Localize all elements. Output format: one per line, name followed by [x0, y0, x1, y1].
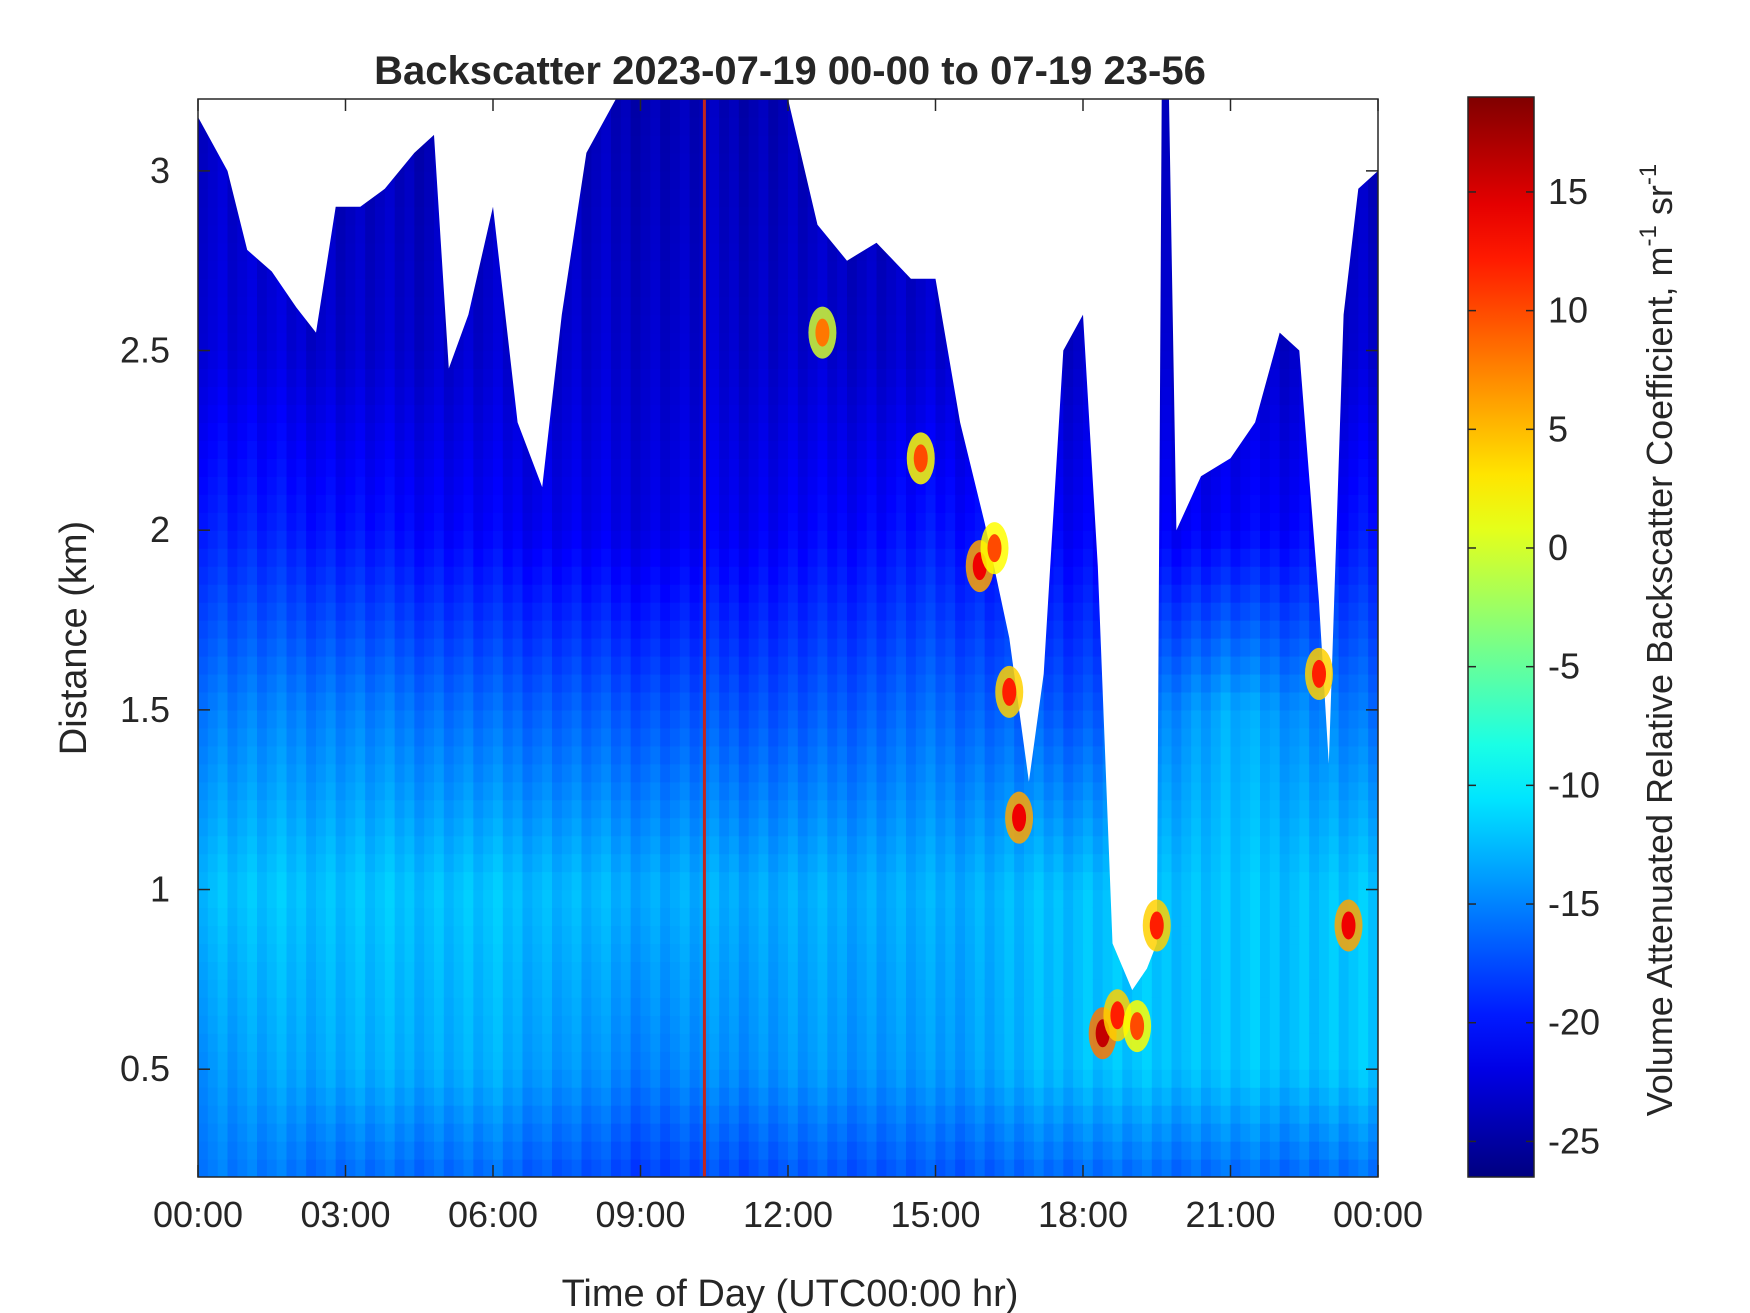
x-tick-label: 09:00	[595, 1194, 685, 1235]
chart-title: Backscatter 2023-07-19 00-00 to 07-19 23…	[374, 49, 1206, 93]
colorbar-tick-label: -15	[1548, 883, 1600, 924]
no-data-region	[198, 99, 1378, 991]
colorbar-tick-label: -5	[1548, 646, 1580, 687]
y-axis: 0.5 1 1.5 2 2.5 3	[120, 150, 1378, 1089]
y-tick-label: 3	[150, 150, 170, 191]
colorbar-tick-label: -10	[1548, 764, 1600, 805]
colorbar-label: Volume Attenuated Relative Backscatter C…	[1635, 164, 1680, 1117]
x-tick-label: 06:00	[448, 1194, 538, 1235]
x-tick-label: 03:00	[300, 1194, 390, 1235]
colorbar-label-main: Volume Attenuated Relative Backscatter C…	[1639, 246, 1680, 1116]
x-tick-label: 00:00	[153, 1194, 243, 1235]
y-tick-label: 1.5	[120, 689, 170, 730]
colorbar-tick-label: 10	[1548, 290, 1588, 331]
x-tick-label: 15:00	[890, 1194, 980, 1235]
y-axis-label: Distance (km)	[53, 521, 95, 755]
y-tick-label: 0.5	[120, 1048, 170, 1089]
y-tick-label: 2	[150, 509, 170, 550]
aerosol-highlights	[808, 306, 1363, 1060]
x-tick-label: 18:00	[1038, 1194, 1128, 1235]
colorbar-unit-exp1: -1	[1635, 225, 1662, 246]
colorbar-tick-label: -20	[1548, 1002, 1600, 1043]
x-tick-label: 21:00	[1185, 1194, 1275, 1235]
y-tick-label: 2.5	[120, 330, 170, 371]
colorbar-tick-label: 5	[1548, 408, 1568, 449]
colorbar-unit-sr: sr	[1639, 185, 1680, 225]
x-tick-label: 12:00	[743, 1194, 833, 1235]
colorbar-unit-exp2: -1	[1635, 164, 1662, 185]
colorbar	[1467, 96, 1535, 1178]
y-tick-label: 1	[150, 869, 170, 910]
colorbar-tick-label: 15	[1548, 171, 1588, 212]
x-tick-label: 00:00	[1333, 1194, 1423, 1235]
x-axis-label: Time of Day (UTC00:00 hr)	[562, 1273, 1019, 1313]
colorbar-ticks: -25 -20 -15 -10 -5 0 5 10 15	[1468, 171, 1600, 1161]
colorbar-tick-label: 0	[1548, 527, 1568, 568]
x-axis: 00:00 03:00 06:00 09:00 12:00 15:00 18:00 21:00…	[153, 99, 1423, 1235]
colorbar-tick-label: -25	[1548, 1120, 1600, 1161]
